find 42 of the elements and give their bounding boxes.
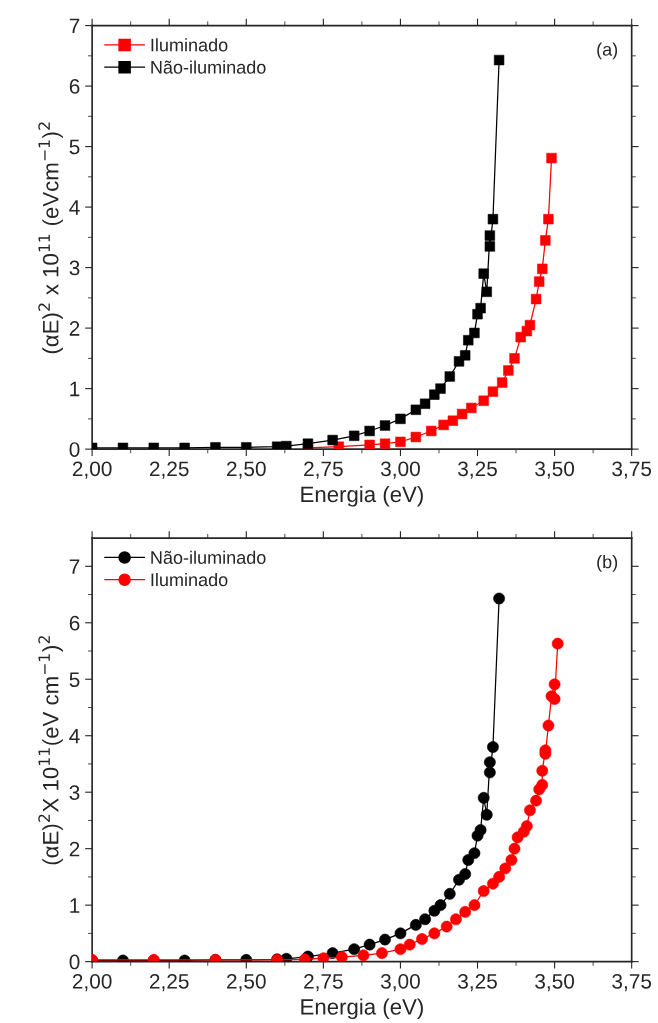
y-tick-label: 7 bbox=[69, 559, 80, 574]
x-tick-label: 3,75 bbox=[612, 461, 652, 479]
x-tick-label: 3,75 bbox=[612, 973, 652, 992]
y-tick-label: 1 bbox=[70, 898, 80, 913]
x-tick-label: 3,50 bbox=[535, 461, 575, 479]
legend-label: Não-iluminado bbox=[151, 60, 266, 74]
x-tick-label: 2,00 bbox=[72, 973, 112, 992]
y-axis-title: (αE)$^{2}$X 10$^{11}$(eV cm$^{−1}$)$^{2}$ bbox=[38, 636, 63, 865]
y-tick-label: 7 bbox=[69, 18, 80, 34]
y-tick-label: 6 bbox=[69, 79, 80, 94]
x-tick-label: 2,75 bbox=[304, 461, 343, 479]
x-tick-label: 2,25 bbox=[149, 461, 189, 479]
y-tick-label: 5 bbox=[69, 672, 80, 688]
y-tick-label: 0 bbox=[69, 442, 80, 457]
x-tick-label: 2,00 bbox=[72, 461, 112, 479]
x-tick-label: 3,50 bbox=[535, 973, 575, 992]
y-tick-label: 3 bbox=[69, 785, 80, 800]
y-tick-label: 5 bbox=[69, 139, 80, 155]
x-tick-label: 2,50 bbox=[227, 973, 266, 992]
legend-label: Iluminado bbox=[151, 572, 228, 587]
annotation: (b) bbox=[597, 555, 618, 572]
x-tick-label: 2,50 bbox=[227, 461, 266, 479]
y-tick-label: 6 bbox=[69, 615, 80, 631]
y-axis-title: (αE)$^{2}$ x 10$^{11}$ (eVcm$^{−1}$)$^{2}$ bbox=[38, 122, 63, 354]
y-tick-label: 1 bbox=[70, 381, 80, 397]
y-tick-label: 2 bbox=[69, 841, 80, 857]
x-axis-title: Energia (eV) bbox=[301, 485, 423, 507]
y-tick-label: 2 bbox=[69, 321, 80, 336]
annotation: (a) bbox=[597, 42, 618, 60]
x-tick-label: 2,75 bbox=[304, 973, 343, 992]
x-tick-label: 3,25 bbox=[458, 461, 497, 479]
legend-label: Iluminado bbox=[151, 38, 228, 52]
y-tick-label: 0 bbox=[69, 954, 80, 970]
x-tick-label: 3,00 bbox=[380, 973, 420, 992]
x-tick-label: 3,25 bbox=[458, 973, 497, 992]
legend-label: Não-iluminado bbox=[151, 550, 266, 564]
y-tick-label: 4 bbox=[69, 728, 80, 744]
x-axis-title: Energia (eV) bbox=[301, 998, 423, 1020]
y-tick-label: 4 bbox=[69, 200, 80, 215]
x-tick-label: 3,00 bbox=[380, 461, 420, 479]
y-tick-label: 3 bbox=[69, 260, 80, 276]
x-tick-label: 2,25 bbox=[149, 973, 189, 992]
